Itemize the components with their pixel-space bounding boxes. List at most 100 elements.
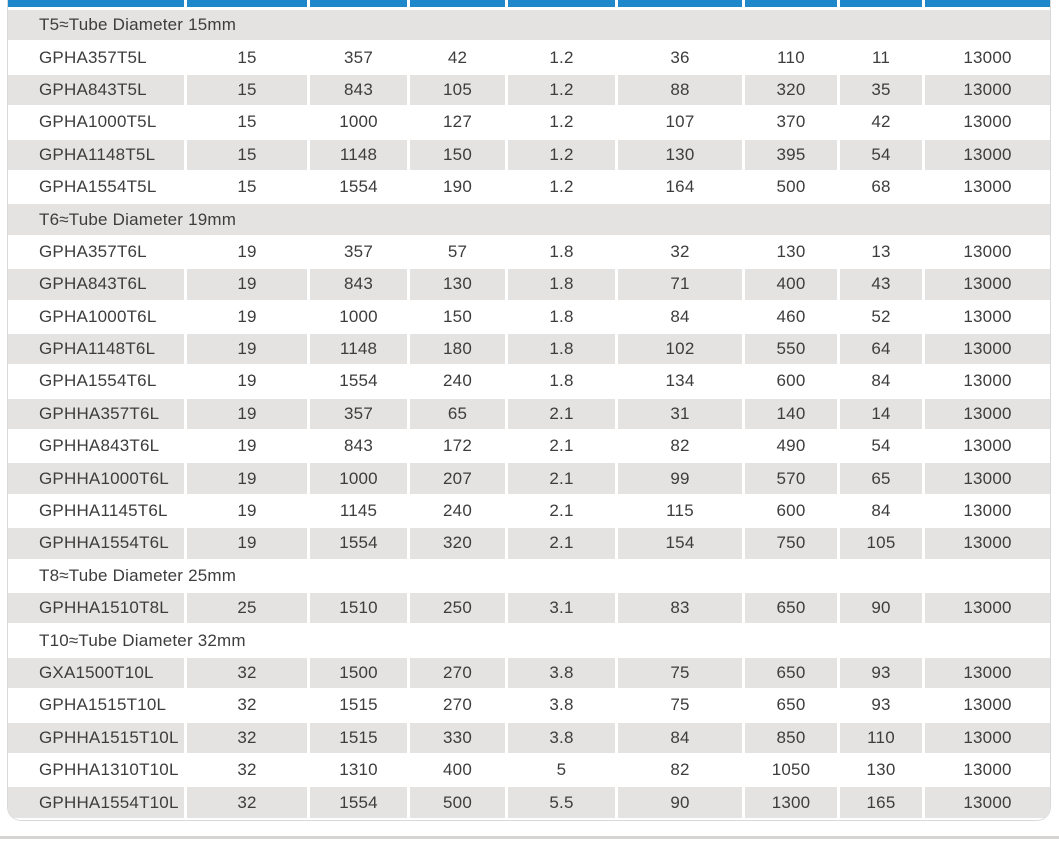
cell-value: 600	[745, 495, 840, 529]
cell-value: 13000	[925, 431, 1050, 464]
cell-value: 650	[745, 657, 840, 691]
table-row: GPHHA1310T10L 32 1310 400 5 82 1050 130 13000	[8, 754, 1050, 788]
cell-value: 13000	[925, 787, 1050, 820]
cell-value: 1500	[310, 657, 410, 691]
cell-model: GPHA1515T10L	[8, 690, 187, 723]
cell-model: GPHA1554T5L	[8, 171, 187, 205]
cell-value: 1.8	[508, 269, 618, 302]
cell-value: 320	[745, 74, 840, 108]
cell-value: 3.8	[508, 722, 618, 755]
cell-value: 165	[840, 787, 925, 820]
cell-value: 93	[840, 657, 925, 691]
table-row: GPHA1148T6L 19 1148 180 1.8 102 550 64 13000	[8, 333, 1050, 367]
cell-value: 150	[410, 139, 508, 172]
cell-value: 3.1	[508, 593, 618, 626]
cell-value: 270	[410, 657, 508, 691]
cell-value: 19	[187, 236, 310, 270]
cell-value: 32	[187, 722, 310, 755]
cell-value: 32	[187, 690, 310, 723]
cell-value: 130	[410, 269, 508, 302]
cell-value: 1515	[310, 722, 410, 755]
cell-model: GPHA357T5L	[8, 42, 187, 75]
cell-value: 600	[745, 366, 840, 399]
cell-value: 15	[187, 107, 310, 140]
cell-value: 83	[618, 593, 745, 626]
cell-value: 13000	[925, 236, 1050, 270]
table-row: GPHHA1554T10L 32 1554 500 5.5 90 1300 165 13000	[8, 787, 1050, 820]
cell-value: 13000	[925, 657, 1050, 691]
table-row: GPHA1000T6L 19 1000 150 1.8 84 460 52 13000	[8, 301, 1050, 334]
cell-value: 1145	[310, 495, 410, 529]
cell-value: 843	[310, 74, 410, 108]
cell-model: GPHA1148T6L	[8, 333, 187, 367]
cell-value: 84	[618, 301, 745, 334]
cell-value: 130	[745, 236, 840, 270]
cell-value: 843	[310, 269, 410, 302]
cell-value: 102	[618, 333, 745, 367]
cell-value: 19	[187, 366, 310, 399]
cell-value: 190	[410, 171, 508, 205]
cell-value: 75	[618, 690, 745, 723]
table-row: GPHA357T5L 15 357 42 1.2 36 110 11 13000	[8, 42, 1050, 75]
cell-model: GPHHA1145T6L	[8, 495, 187, 529]
cell-value: 88	[618, 74, 745, 108]
cell-value: 1.2	[508, 42, 618, 75]
table-row: GPHHA1510T8L 25 1510 250 3.1 83 650 90 13000	[8, 593, 1050, 626]
cell-value: 1.8	[508, 236, 618, 270]
cell-value: 3.8	[508, 657, 618, 691]
cell-value: 75	[618, 657, 745, 691]
cell-value: 1.2	[508, 74, 618, 108]
cell-value: 32	[618, 236, 745, 270]
header-strip-cell	[618, 0, 745, 7]
cell-value: 357	[310, 42, 410, 75]
cell-model: GPHHA1554T6L	[8, 528, 187, 561]
cell-value: 13000	[925, 333, 1050, 367]
header-strip-cell	[745, 0, 840, 7]
cell-value: 357	[310, 236, 410, 270]
cell-value: 13000	[925, 593, 1050, 626]
table-row: GPHHA1145T6L 19 1145 240 2.1 115 600 84 13000	[8, 495, 1050, 529]
cell-value: 2.1	[508, 528, 618, 561]
cell-value: 13000	[925, 528, 1050, 561]
cell-value: 650	[745, 593, 840, 626]
cell-value: 570	[745, 463, 840, 496]
cell-value: 1.8	[508, 301, 618, 334]
cell-value: 25	[187, 593, 310, 626]
cell-value: 65	[840, 463, 925, 496]
cell-value: 13000	[925, 107, 1050, 140]
cell-value: 240	[410, 366, 508, 399]
cell-value: 5.5	[508, 787, 618, 820]
cell-value: 150	[410, 301, 508, 334]
cell-value: 105	[410, 74, 508, 108]
cell-value: 250	[410, 593, 508, 626]
table-row: GPHA1554T6L 19 1554 240 1.8 134 600 84 13000	[8, 366, 1050, 399]
table-row: GPHA1000T5L 15 1000 127 1.2 107 370 42 13000	[8, 107, 1050, 140]
cell-value: 42	[840, 107, 925, 140]
cell-model: GPHHA843T6L	[8, 431, 187, 464]
cell-value: 52	[840, 301, 925, 334]
cell-value: 15	[187, 42, 310, 75]
cell-value: 490	[745, 431, 840, 464]
cell-value: 15	[187, 139, 310, 172]
cell-value: 1.2	[508, 107, 618, 140]
section-header-row: T8≈Tube Diameter 25mm	[8, 560, 1050, 594]
cell-value: 270	[410, 690, 508, 723]
table-row: GPHHA1515T10L 32 1515 330 3.8 84 850 110 13000	[8, 722, 1050, 755]
cell-value: 1.8	[508, 333, 618, 367]
cell-value: 84	[840, 366, 925, 399]
cell-model: GPHA1000T6L	[8, 301, 187, 334]
table-row: GPHHA357T6L 19 357 65 2.1 31 140 14 13000	[8, 398, 1050, 432]
cell-value: 1.2	[508, 171, 618, 205]
cell-value: 460	[745, 301, 840, 334]
table-row: GPHA1515T10L 32 1515 270 3.8 75 650 93 13000	[8, 690, 1050, 723]
cell-value: 13000	[925, 42, 1050, 75]
cell-model: GPHA357T6L	[8, 236, 187, 270]
cell-value: 32	[187, 657, 310, 691]
cell-model: GXA1500T10L	[8, 657, 187, 691]
cell-value: 110	[840, 722, 925, 755]
cell-value: 1148	[310, 333, 410, 367]
cell-value: 13000	[925, 139, 1050, 172]
cell-value: 140	[745, 398, 840, 432]
cell-value: 13000	[925, 366, 1050, 399]
